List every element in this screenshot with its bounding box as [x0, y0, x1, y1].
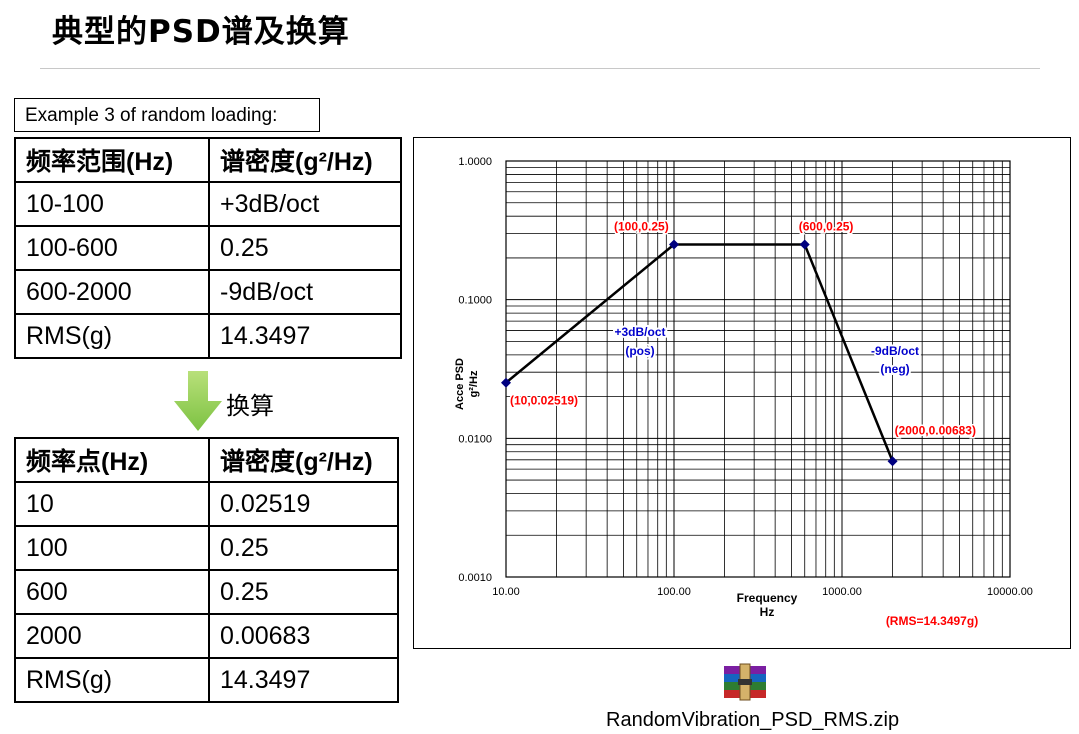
example-label: Example 3 of random loading: [14, 98, 320, 132]
data-point-label: (100,0.25) [614, 219, 669, 233]
rms-label: (RMS=14.3497g) [886, 614, 978, 628]
x-axis-unit: Hz [760, 605, 775, 619]
table-cell: RMS(g) [14, 313, 210, 359]
table-row: 10-100 +3dB/oct [14, 181, 402, 227]
table-cell: 14.3497 [208, 313, 402, 359]
plot-area-border [505, 160, 1011, 578]
table-cell: +3dB/oct [208, 181, 402, 227]
table-cell: 100-600 [14, 225, 210, 271]
table-cell: 10 [14, 481, 210, 527]
table-header-cell: 谱密度(g²/Hz) [208, 437, 399, 483]
table-cell: 10-100 [14, 181, 210, 227]
x-tick-label: 10000.00 [987, 586, 1033, 598]
table-header-cell: 频率范围(Hz) [14, 137, 210, 183]
table-cell: 0.25 [208, 225, 402, 271]
slope-annotation: (neg) [880, 362, 909, 376]
table-row: 600-2000 -9dB/oct [14, 269, 402, 315]
data-point-marker [501, 377, 511, 388]
table-cell: -9dB/oct [208, 269, 402, 315]
table-cell: 600 [14, 569, 210, 615]
table-header-cell: 谱密度(g²/Hz) [208, 137, 402, 183]
table-row: 100-600 0.25 [14, 225, 402, 271]
psd-chart-frame: 10.00 100.00 1000.00 10000.00 0.0010 0.0100 0.… [413, 137, 1071, 649]
psd-series-line [505, 243, 894, 462]
table-row: 10 0.02519 [14, 481, 399, 527]
y-tick-label: 0.0010 [458, 572, 492, 584]
y-tick-label: 0.0100 [458, 433, 492, 445]
x-tick-label: 100.00 [657, 586, 691, 598]
y-axis-label: Acce PSD [454, 358, 466, 410]
point-table: 频率点(Hz) 谱密度(g²/Hz) 10 0.02519 100 0.25 6… [14, 437, 399, 703]
data-point-marker [887, 456, 898, 467]
winrar-archive-icon[interactable] [720, 662, 770, 702]
table-cell: 0.00683 [208, 613, 399, 659]
convert-label: 换算 [226, 392, 274, 420]
psd-chart: 10.00 100.00 1000.00 10000.00 0.0010 0.0100 0.… [454, 156, 1033, 628]
x-axis-label: Frequency [737, 591, 798, 605]
table-cell: 600-2000 [14, 269, 210, 315]
data-point-label: (600,0.25) [799, 219, 854, 233]
slope-annotation: -9dB/oct [871, 344, 919, 358]
table-header-cell: 频率点(Hz) [14, 437, 210, 483]
data-point-label: (2000,0.00683) [895, 423, 976, 437]
data-point-marker [669, 239, 679, 250]
table-cell: 14.3497 [208, 657, 399, 703]
y-tick-label: 1.0000 [458, 156, 492, 168]
range-table: 频率范围(Hz) 谱密度(g²/Hz) 10-100 +3dB/oct 100-… [14, 137, 402, 359]
y-axis-unit: g²/Hz [468, 370, 480, 397]
x-tick-label: 1000.00 [822, 586, 862, 598]
table-cell: 0.25 [208, 569, 399, 615]
table-row: 600 0.25 [14, 569, 399, 615]
table-cell: RMS(g) [14, 657, 210, 703]
table-cell: 2000 [14, 613, 210, 659]
table-cell: 0.25 [208, 525, 399, 571]
data-point-label: (10,0.02519) [510, 394, 578, 408]
data-point-marker [799, 239, 810, 250]
table-header-row: 频率点(Hz) 谱密度(g²/Hz) [14, 437, 399, 483]
y-tick-label: 0.1000 [458, 295, 492, 307]
page-title: 典型的PSD谱及换算 [52, 14, 350, 50]
table-row: 2000 0.00683 [14, 613, 399, 659]
table-row: 100 0.25 [14, 525, 399, 571]
table-row: RMS(g) 14.3497 [14, 657, 399, 703]
x-tick-label: 10.00 [492, 586, 520, 598]
slope-annotation: +3dB/oct [614, 325, 665, 339]
table-row: RMS(g) 14.3497 [14, 313, 402, 359]
down-arrow-icon [174, 371, 222, 431]
title-divider [40, 68, 1040, 69]
slope-annotation: (pos) [625, 344, 654, 358]
table-cell: 100 [14, 525, 210, 571]
table-cell: 0.02519 [208, 481, 399, 527]
table-header-row: 频率范围(Hz) 谱密度(g²/Hz) [14, 137, 402, 183]
attachment-filename[interactable]: RandomVibration_PSD_RMS.zip [606, 709, 900, 731]
